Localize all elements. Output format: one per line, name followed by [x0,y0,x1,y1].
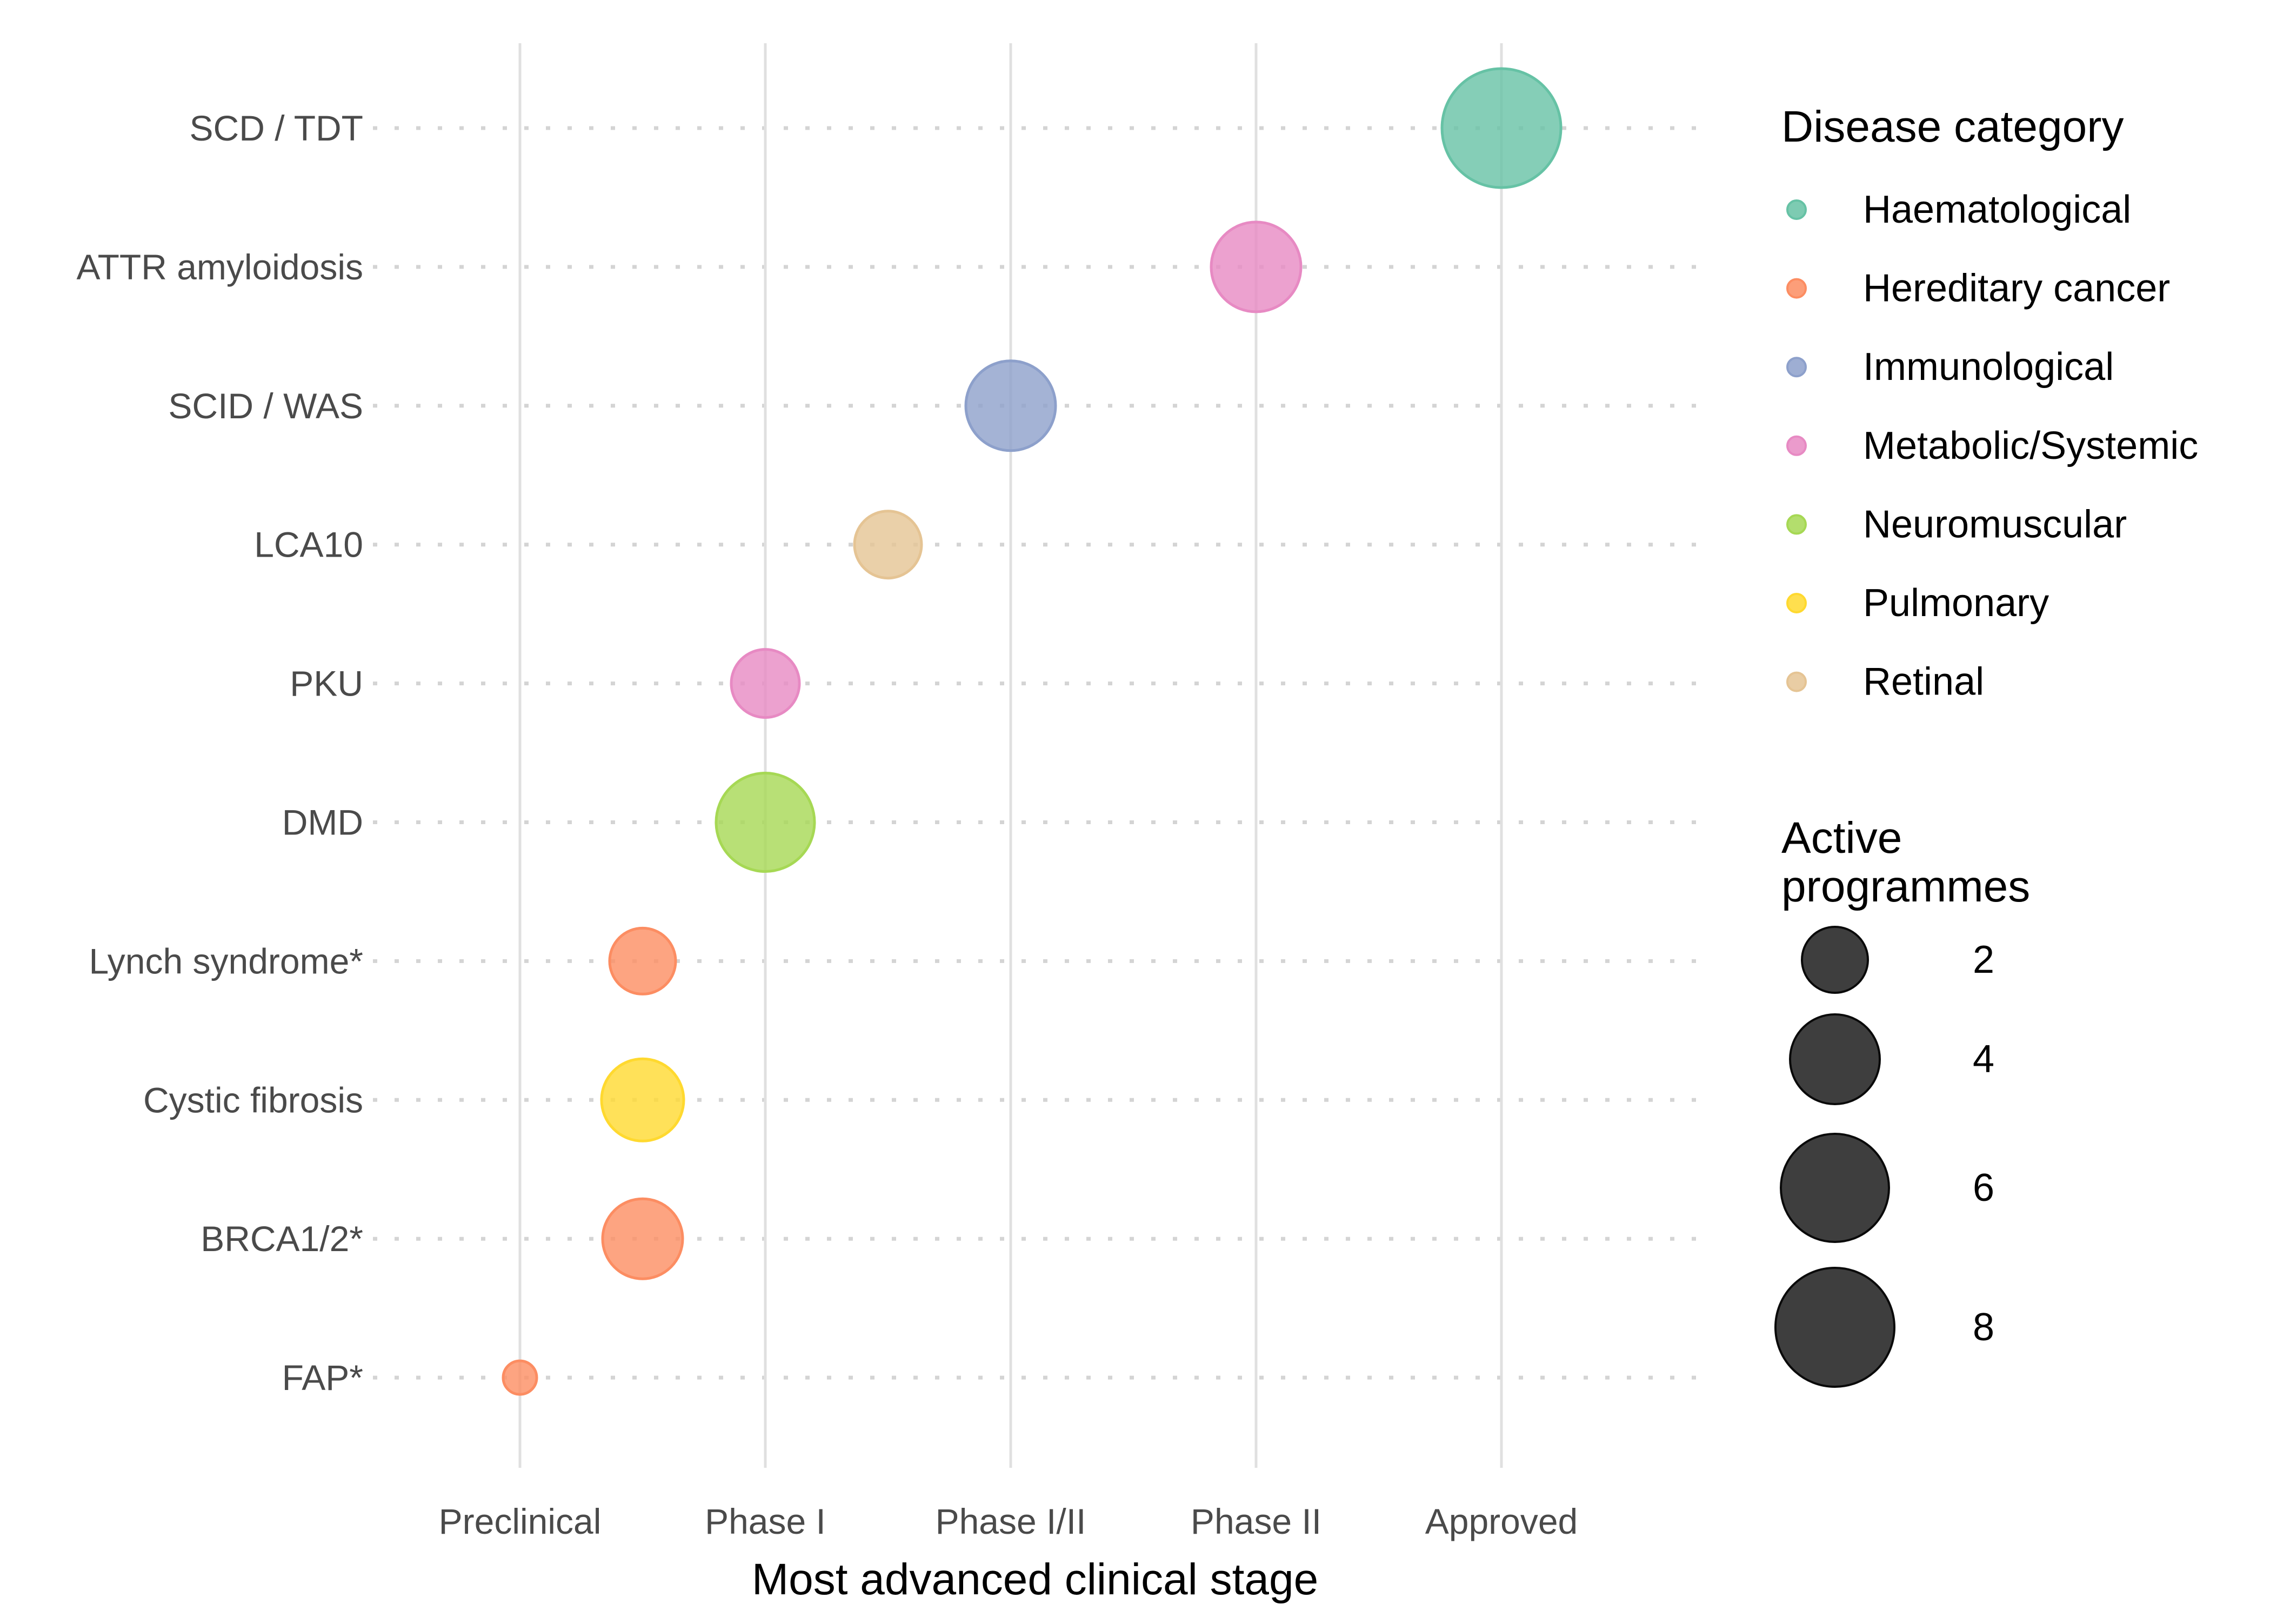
legend-label-haematological: Haematological [1863,188,2131,231]
bubble-fap [502,1359,538,1396]
size-legend-circle-4 [1789,1013,1881,1105]
legend-swatch-hereditary-cancer [1786,278,1807,299]
legend-label-metabolic-systemic: Metabolic/Systemic [1863,424,2198,467]
size-legend-value-8: 8 [1973,1306,1994,1349]
bubble-brca1-2 [601,1197,684,1280]
axis-layer: Most advanced clinical stage SCD / TDT AT… [76,108,1578,1604]
legend-label-neuromuscular: Neuromuscular [1863,503,2127,546]
size-legend-value-4: 4 [1973,1038,1994,1081]
x-tick-label-approved: Approved [1425,1501,1578,1541]
y-axis-label-lynch-syndrome: Lynch syndrome* [89,941,363,981]
x-tick-label-phase-ii: Phase II [1191,1501,1321,1541]
color-legend-title: Disease category [1781,102,2124,151]
size-legend-circle-8 [1774,1267,1895,1388]
legend-label-hereditary-cancer: Hereditary cancer [1863,267,2170,310]
legend-label-pulmonary: Pulmonary [1863,582,2049,625]
bubble-cystic-fibrosis [600,1057,685,1142]
legend-swatch-retinal [1786,671,1807,692]
size-legend-title-line2: programmes [1781,862,2030,911]
y-axis-label-scd-tdt: SCD / TDT [190,108,363,148]
legend-label-immunological: Immunological [1863,345,2114,389]
size-legend-circle-6 [1780,1133,1890,1243]
bubble-scid-was [964,359,1057,452]
bubble-dmd [715,772,816,873]
size-legend: Active programmes 2 4 6 8 [1774,813,2030,1388]
y-axis-label-fap: FAP* [282,1358,363,1398]
size-legend-title-line1: Active [1781,813,1902,863]
legend-swatch-haematological [1786,199,1807,220]
size-legend-value-6: 6 [1973,1166,1994,1209]
size-legend-circle-2 [1801,926,1869,994]
x-tick-label-phase-i-ii: Phase I/II [936,1501,1086,1541]
bubble-lca10 [853,510,923,580]
legend-swatch-metabolic-systemic [1786,435,1807,456]
x-tick-label-phase-i: Phase I [705,1501,826,1541]
y-axis-label-lca10: LCA10 [254,525,363,565]
legend-swatch-pulmonary [1786,593,1807,613]
y-axis-label-attr-amyloidosis: ATTR amyloidosis [76,247,363,287]
y-axis-label-cystic-fibrosis: Cystic fibrosis [143,1080,363,1120]
x-axis-title: Most advanced clinical stage [752,1555,1318,1604]
x-tick-label-preclinical: Preclinical [439,1501,602,1541]
bubble-lynch-syndrome [608,926,677,995]
legend-swatch-immunological [1786,357,1807,378]
legend-swatch-neuromuscular [1786,514,1807,535]
y-axis-label-pku: PKU [290,664,363,704]
y-axis-label-scid-was: SCID / WAS [168,386,363,426]
bubble-attr-amyloidosis [1210,220,1303,313]
color-legend: Disease category Haematological Hereditar… [1781,102,2198,704]
y-axis-label-brca1-2: BRCA1/2* [201,1219,363,1259]
bubble-pku [730,648,801,719]
bubble-layer [502,67,1563,1396]
legend-label-retinal: Retinal [1863,660,1984,704]
size-legend-value-2: 2 [1973,938,1994,981]
bubble-scd-tdt [1440,67,1563,189]
y-axis-label-dmd: DMD [282,803,363,843]
